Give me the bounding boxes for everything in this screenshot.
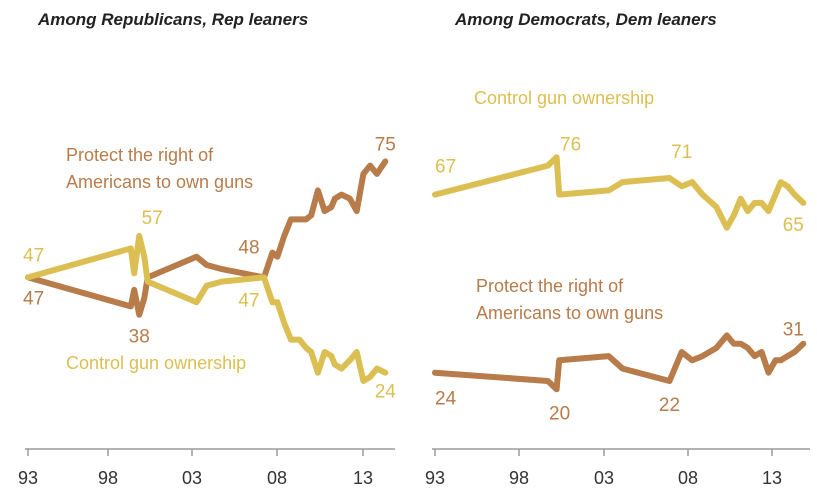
republicans-protect-label-line-2: Americans to own guns: [66, 172, 253, 192]
democrats-data-labels: 67 76 71 65 24 20 22 31: [435, 134, 804, 424]
republicans-protect-data-label: 48: [238, 237, 259, 258]
republicans-protect-label-line-1: Protect the right of: [66, 145, 214, 165]
democrats-control-series-label: Control gun ownership: [474, 88, 654, 108]
republicans-x-tick-label: 98: [98, 468, 118, 488]
democrats-control-data-label: 67: [435, 157, 456, 178]
republicans-control-line: [25, 233, 389, 384]
democrats-control-line: [432, 154, 807, 231]
democrats-x-tick-label: 13: [762, 468, 782, 488]
republicans-panel: Among Republicans, Rep leaners Protect t…: [18, 10, 396, 488]
democrats-protect-label-line-2: Americans to own guns: [476, 303, 663, 323]
democrats-panel-title: Among Democrats, Dem leaners: [454, 10, 717, 29]
republicans-control-data-label: 24: [375, 382, 397, 403]
democrats-x-tick-label: 08: [678, 468, 698, 488]
republicans-data-labels: 47 38 48 75 47 57 47 24: [23, 134, 396, 402]
democrats-protect-line: [432, 332, 807, 393]
democrats-x-tick-label: 03: [594, 468, 614, 488]
democrats-control-data-label: 65: [783, 215, 804, 236]
democrats-series-lines: [432, 154, 807, 393]
republicans-control-label-line-1: Control gun ownership: [66, 353, 246, 373]
republicans-x-tick-label: 13: [353, 468, 373, 488]
republicans-control-data-label: 57: [142, 208, 163, 229]
democrats-x-tick-label: 93: [425, 468, 445, 488]
democrats-protect-series-label: Protect the right of Americans to own gu…: [476, 276, 663, 323]
republicans-protect-series-label: Protect the right of Americans to own gu…: [66, 145, 253, 192]
republicans-series-lines: [25, 158, 389, 384]
democrats-x-tick-label: 98: [509, 468, 529, 488]
democrats-protect-data-label: 22: [659, 395, 680, 416]
republicans-protect-data-label: 75: [375, 134, 396, 155]
democrats-control-label-line-1: Control gun ownership: [474, 88, 654, 108]
republicans-control-data-label: 47: [23, 245, 44, 266]
democrats-control-data-label: 71: [671, 142, 692, 163]
republicans-protect-data-label: 47: [23, 288, 44, 309]
democrats-protect-data-label: 31: [783, 320, 804, 341]
republicans-x-tick-label: 08: [267, 468, 287, 488]
republicans-x-tick-label: 03: [182, 468, 202, 488]
democrats-panel: Among Democrats, Dem leaners Control gun…: [425, 10, 810, 488]
democrats-protect-data-label: 24: [435, 389, 457, 410]
democrats-control-data-label: 76: [560, 134, 581, 155]
republicans-protect-line: [25, 158, 389, 318]
democrats-protect-label-line-1: Protect the right of: [476, 276, 624, 296]
republicans-x-ticks: 93 98 03 08 13: [18, 449, 373, 488]
republicans-control-series-label: Control gun ownership: [66, 353, 246, 373]
republicans-x-tick-label: 93: [18, 468, 38, 488]
republicans-panel-title: Among Republicans, Rep leaners: [37, 10, 308, 29]
democrats-x-ticks: 93 98 03 08 13: [425, 449, 782, 488]
republicans-protect-data-label: 38: [129, 327, 150, 348]
republicans-control-data-label: 47: [238, 290, 259, 311]
democrats-protect-data-label: 20: [549, 403, 570, 424]
